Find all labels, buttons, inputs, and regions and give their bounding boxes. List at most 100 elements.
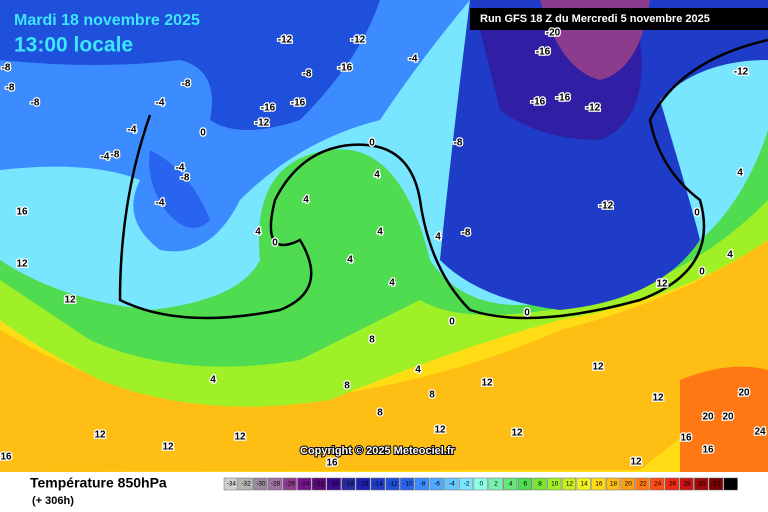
contour-label: 4 [255, 227, 261, 238]
legend-swatch [297, 477, 312, 491]
contour-label: 16 [680, 433, 692, 444]
contour-label: -16 [531, 97, 546, 108]
legend-swatch [223, 477, 238, 491]
legend-label: 34 [728, 481, 736, 488]
legend-label: 6 [524, 481, 528, 488]
legend-swatch [576, 477, 591, 491]
contour-label: 4 [374, 170, 380, 181]
legend-label: -2 [464, 481, 470, 488]
contour-label: 8 [429, 390, 435, 401]
legend-label: 0 [479, 481, 483, 488]
contour-label: 12 [16, 259, 28, 270]
contour-label: 12 [434, 425, 446, 436]
hot-zone [680, 366, 768, 472]
legend-swatch [620, 477, 635, 491]
copyright: Copyright © 2025 Meteociel.fr [300, 445, 456, 457]
legend-swatch [282, 477, 297, 491]
legend-label: -30 [256, 481, 266, 488]
contour-label: -20 [546, 28, 561, 39]
contour-label: 20 [702, 412, 714, 423]
contour-label: 0 [699, 267, 705, 278]
contour-label: 4 [303, 195, 309, 206]
run-info: Run GFS 18 Z du Mercredi 5 novembre 2025 [480, 13, 710, 25]
legend-swatch [503, 477, 518, 491]
contour-label: -8 [303, 69, 312, 80]
legend-swatch [708, 477, 724, 491]
legend-label: -26 [285, 481, 295, 488]
legend-swatch [650, 477, 665, 491]
contour-label: -4 [176, 163, 185, 174]
footer-lead: (+ 306h) [32, 495, 74, 507]
legend-swatch [458, 477, 474, 491]
legend-swatch [370, 477, 385, 491]
legend-label: -22 [315, 481, 325, 488]
contour-label: -8 [31, 98, 40, 109]
legend-swatch [547, 477, 562, 491]
legend-label: 8 [538, 481, 542, 488]
legend-label: 14 [581, 481, 589, 488]
legend-label: -14 [374, 481, 384, 488]
legend-swatch [591, 477, 606, 491]
legend-swatch [341, 477, 356, 491]
time-label: 13:00 locale [14, 34, 133, 57]
contour-label: -16 [261, 103, 276, 114]
legend-swatch [356, 477, 371, 491]
legend-label: -24 [300, 481, 310, 488]
legend-label: 2 [494, 481, 498, 488]
legend-label: 20 [625, 481, 633, 488]
legend-swatch [488, 477, 503, 491]
contour-label: 12 [511, 428, 523, 439]
legend-swatch [238, 477, 253, 491]
contour-label: 12 [630, 457, 642, 468]
contour-label: 12 [234, 432, 246, 443]
legend-swatch [444, 477, 459, 491]
cold-core [0, 0, 380, 130]
contour-label: 16 [16, 207, 28, 218]
legend-label: 10 [551, 481, 559, 488]
contour-label: 16 [326, 458, 338, 469]
legend-label: -20 [330, 481, 340, 488]
contour-label: 12 [656, 279, 668, 290]
legend-swatch [532, 477, 547, 491]
contour-label: 12 [94, 430, 106, 441]
legend-swatch [385, 477, 400, 491]
legend-label: 28 [683, 481, 691, 488]
legend-swatch [326, 477, 341, 491]
contour-label: 0 [524, 308, 530, 319]
legend-label: 24 [654, 481, 662, 488]
date-label: Mardi 18 novembre 2025 [14, 12, 200, 29]
contour-label: 12 [481, 378, 493, 389]
contour-label: 0 [200, 128, 206, 139]
contour-label: 20 [738, 388, 750, 399]
contour-label: 0 [272, 238, 278, 249]
legend-label: 26 [669, 481, 677, 488]
contour-label: 0 [694, 208, 700, 219]
legend-swatch [517, 477, 532, 491]
legend-swatch [694, 477, 709, 491]
contour-label: -8 [2, 63, 11, 74]
legend-label: -10 [403, 481, 413, 488]
legend-label: 12 [566, 481, 574, 488]
legend-swatch [311, 477, 327, 491]
contour-label: 8 [344, 381, 350, 392]
legend-swatch [414, 477, 430, 491]
contour-label: 16 [702, 445, 714, 456]
contour-label: -12 [255, 118, 270, 129]
contour-label: 12 [64, 295, 76, 306]
contour-label: 8 [369, 335, 375, 346]
legend-swatch [473, 477, 488, 491]
low-zone [149, 150, 210, 228]
footer-title: Température 850hPa [30, 475, 167, 491]
contour-label: -12 [351, 35, 366, 46]
contour-label: -16 [536, 47, 551, 58]
contour-label: 8 [377, 408, 383, 419]
legend-label: -16 [359, 481, 369, 488]
contour-label: 4 [377, 227, 383, 238]
legend-swatch [664, 477, 679, 491]
contour-label: -4 [128, 125, 137, 136]
legend-label: -32 [241, 481, 251, 488]
contour-label: 4 [389, 278, 395, 289]
contour-label: 12 [162, 442, 174, 453]
contour-label: 4 [210, 375, 216, 386]
